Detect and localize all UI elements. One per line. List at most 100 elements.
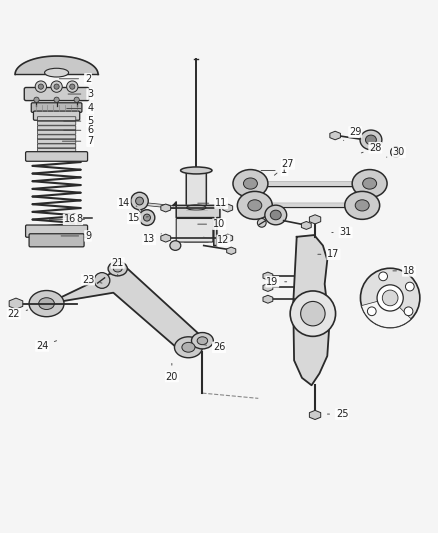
FancyBboxPatch shape: [186, 169, 206, 209]
Polygon shape: [301, 222, 311, 229]
Wedge shape: [361, 298, 411, 328]
Ellipse shape: [108, 262, 127, 276]
Text: 5: 5: [64, 116, 93, 126]
Text: 30: 30: [387, 147, 405, 157]
Circle shape: [382, 290, 398, 306]
Polygon shape: [330, 131, 340, 140]
Text: 31: 31: [332, 228, 352, 237]
Ellipse shape: [39, 298, 54, 310]
Circle shape: [67, 81, 78, 92]
FancyBboxPatch shape: [37, 117, 76, 120]
FancyBboxPatch shape: [37, 144, 76, 148]
FancyBboxPatch shape: [37, 135, 76, 139]
Text: 1: 1: [261, 165, 288, 175]
Circle shape: [258, 219, 266, 227]
Circle shape: [70, 84, 75, 89]
Ellipse shape: [174, 337, 202, 358]
Ellipse shape: [265, 205, 287, 225]
Ellipse shape: [355, 200, 369, 211]
Text: 8: 8: [49, 214, 82, 224]
Polygon shape: [309, 410, 321, 419]
FancyBboxPatch shape: [33, 111, 80, 120]
Ellipse shape: [365, 135, 376, 144]
FancyBboxPatch shape: [37, 149, 76, 152]
Circle shape: [131, 192, 148, 210]
Polygon shape: [48, 266, 202, 356]
Text: 27: 27: [274, 159, 294, 175]
Ellipse shape: [45, 68, 69, 77]
Circle shape: [367, 307, 376, 316]
Polygon shape: [263, 295, 273, 303]
Circle shape: [35, 81, 46, 92]
FancyBboxPatch shape: [37, 122, 76, 125]
Text: 13: 13: [143, 234, 161, 245]
Polygon shape: [15, 56, 98, 75]
FancyBboxPatch shape: [184, 206, 209, 241]
Text: 4: 4: [67, 103, 93, 114]
Ellipse shape: [244, 178, 258, 189]
Ellipse shape: [363, 178, 377, 189]
Polygon shape: [227, 247, 236, 254]
Circle shape: [377, 285, 403, 311]
Polygon shape: [223, 204, 233, 212]
Text: 23: 23: [82, 274, 102, 285]
Polygon shape: [161, 204, 171, 212]
Polygon shape: [9, 298, 23, 309]
FancyBboxPatch shape: [31, 103, 82, 112]
Circle shape: [94, 272, 110, 288]
Text: 22: 22: [7, 309, 28, 319]
Polygon shape: [161, 234, 171, 242]
Text: 21: 21: [112, 258, 124, 276]
Circle shape: [360, 268, 420, 328]
Text: 14: 14: [118, 198, 137, 208]
Text: 9: 9: [61, 231, 91, 241]
Ellipse shape: [197, 337, 208, 345]
Text: 15: 15: [127, 214, 148, 223]
Text: 11: 11: [198, 198, 227, 208]
Ellipse shape: [29, 290, 64, 317]
Ellipse shape: [352, 169, 387, 198]
FancyBboxPatch shape: [24, 87, 89, 101]
Text: 12: 12: [203, 235, 230, 245]
Text: 26: 26: [203, 342, 225, 352]
Text: 10: 10: [198, 219, 225, 229]
Ellipse shape: [191, 333, 213, 349]
FancyBboxPatch shape: [37, 126, 76, 130]
Circle shape: [406, 282, 414, 291]
Circle shape: [404, 307, 413, 316]
Polygon shape: [173, 202, 220, 246]
FancyBboxPatch shape: [188, 169, 204, 184]
Polygon shape: [68, 214, 80, 223]
Text: 3: 3: [68, 89, 93, 99]
Text: 16: 16: [64, 214, 85, 224]
Text: 2: 2: [60, 74, 91, 84]
Circle shape: [74, 97, 79, 102]
Circle shape: [139, 210, 155, 225]
Ellipse shape: [113, 265, 122, 272]
FancyBboxPatch shape: [37, 153, 76, 157]
Ellipse shape: [187, 205, 206, 210]
Text: 25: 25: [328, 409, 348, 419]
FancyBboxPatch shape: [176, 219, 213, 242]
FancyBboxPatch shape: [37, 140, 76, 143]
Ellipse shape: [233, 169, 268, 198]
Circle shape: [290, 291, 336, 336]
Text: 19: 19: [266, 277, 287, 287]
Circle shape: [34, 97, 39, 102]
FancyBboxPatch shape: [29, 234, 84, 247]
Ellipse shape: [360, 130, 382, 150]
Polygon shape: [263, 272, 273, 280]
Ellipse shape: [248, 200, 262, 211]
Text: 28: 28: [361, 143, 381, 153]
FancyBboxPatch shape: [25, 225, 88, 237]
Polygon shape: [263, 284, 273, 292]
Circle shape: [391, 147, 401, 157]
Text: 24: 24: [36, 341, 57, 351]
Ellipse shape: [237, 191, 272, 220]
Text: 18: 18: [393, 266, 415, 276]
Circle shape: [38, 84, 43, 89]
Text: 20: 20: [166, 364, 178, 382]
Circle shape: [379, 272, 388, 281]
Ellipse shape: [180, 167, 212, 174]
Circle shape: [300, 302, 325, 326]
